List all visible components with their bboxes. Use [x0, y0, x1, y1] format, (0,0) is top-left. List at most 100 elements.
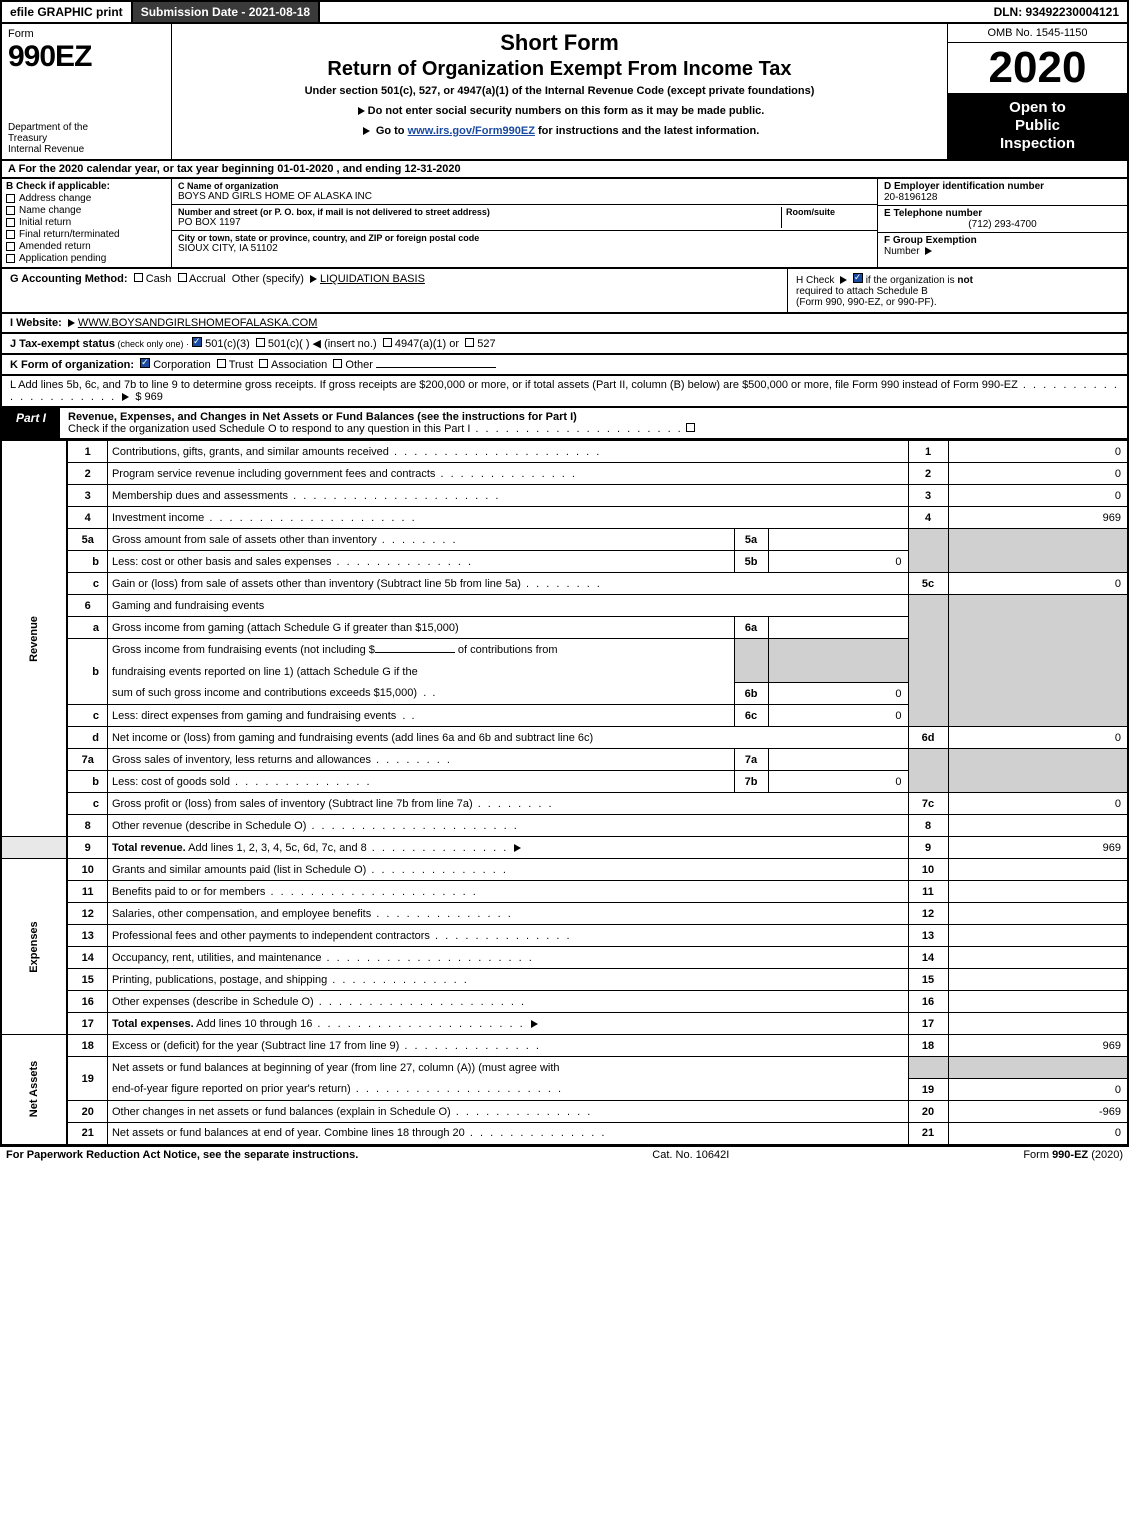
chk-schedule-o-part1[interactable] — [686, 423, 695, 432]
triangle-icon — [531, 1020, 538, 1028]
line-19a: 19 Net assets or fund balances at beginn… — [1, 1057, 1128, 1079]
amt-6a — [768, 617, 908, 639]
chk-501c3[interactable] — [192, 337, 202, 347]
org-city: SIOUX CITY, IA 51102 — [178, 243, 871, 254]
chk-corporation[interactable] — [140, 358, 150, 368]
h-schedule-b: H Check if the organization is not requi… — [787, 269, 1127, 312]
line-15: 15 Printing, publications, postage, and … — [1, 969, 1128, 991]
amt-21: 0 — [948, 1123, 1128, 1145]
b-label: B Check if applicable: — [6, 181, 167, 192]
f-group-number: Number — [884, 246, 920, 257]
line-12: 12 Salaries, other compensation, and emp… — [1, 903, 1128, 925]
amt-7a — [768, 749, 908, 771]
amt-11 — [948, 881, 1128, 903]
dept-block: Department of the Treasury Internal Reve… — [8, 122, 165, 155]
omb-number: OMB No. 1545-1150 — [948, 24, 1127, 43]
triangle-icon — [122, 393, 129, 401]
chk-trust[interactable] — [217, 359, 226, 368]
form-number: 990EZ — [8, 40, 165, 74]
amt-2: 0 — [948, 463, 1128, 485]
form-header: Form 990EZ Department of the Treasury In… — [0, 24, 1129, 161]
chk-accrual[interactable] — [178, 273, 187, 282]
chk-4947[interactable] — [383, 338, 392, 347]
line-4: 4 Investment income 4 969 — [1, 507, 1128, 529]
amt-6d: 0 — [948, 727, 1128, 749]
amt-4: 969 — [948, 507, 1128, 529]
triangle-icon — [363, 127, 370, 135]
amt-20: -969 — [948, 1101, 1128, 1123]
triangle-icon — [925, 247, 932, 255]
line-6b-desc3: fundraising events reported on line 1) (… — [107, 661, 734, 683]
amt-7b: 0 — [768, 771, 908, 793]
line-16: 16 Other expenses (describe in Schedule … — [1, 991, 1128, 1013]
chk-527[interactable] — [465, 338, 474, 347]
header-center: Short Form Return of Organization Exempt… — [172, 24, 947, 159]
amt-19: 0 — [948, 1079, 1128, 1101]
chk-501c[interactable] — [256, 338, 265, 347]
triangle-icon — [358, 107, 365, 115]
k-form-of-org: K Form of organization: Corporation Trus… — [0, 355, 1129, 376]
line-7c: c Gross profit or (loss) from sales of i… — [1, 793, 1128, 815]
chk-amended-return[interactable]: Amended return — [6, 241, 167, 252]
amt-7c: 0 — [948, 793, 1128, 815]
line-17: 17 Total expenses. Add lines 10 through … — [1, 1013, 1128, 1035]
submission-date: Submission Date - 2021-08-18 — [133, 2, 320, 22]
d-ein-label: D Employer identification number — [884, 181, 1121, 192]
triangle-icon — [514, 844, 521, 852]
org-name: BOYS AND GIRLS HOME OF ALASKA INC — [178, 191, 871, 202]
part-1-header: Part I Revenue, Expenses, and Changes in… — [0, 408, 1129, 440]
ssn-warning: Do not enter social security numbers on … — [182, 105, 937, 117]
c-name-label: C Name of organization — [178, 181, 871, 191]
chk-final-return[interactable]: Final return/terminated — [6, 229, 167, 240]
j-tax-exempt: J Tax-exempt status (check only one) · 5… — [0, 334, 1129, 355]
chk-name-change[interactable]: Name change — [6, 205, 167, 216]
ein-value: 20-8196128 — [884, 192, 1121, 203]
line-6-desc: Gaming and fundraising events — [107, 595, 908, 617]
col-b-checkboxes: B Check if applicable: Address change Na… — [2, 179, 172, 267]
amt-6b: 0 — [768, 683, 908, 705]
open-public-box: Open to Public Inspection — [948, 93, 1127, 159]
top-bar: efile GRAPHIC print Submission Date - 20… — [0, 0, 1129, 24]
line-5c: c Gain or (loss) from sale of assets oth… — [1, 573, 1128, 595]
line-6d-desc: Net income or (loss) from gaming and fun… — [107, 727, 908, 749]
chk-initial-return[interactable]: Initial return — [6, 217, 167, 228]
accounting-other-value: LIQUIDATION BASIS — [320, 273, 425, 285]
amt-6c: 0 — [768, 705, 908, 727]
tax-year: 2020 — [948, 43, 1127, 93]
line-18: Net Assets 18 Excess or (deficit) for th… — [1, 1035, 1128, 1057]
title-short-form: Short Form — [182, 30, 937, 56]
part-1-table: Revenue 1 Contributions, gifts, grants, … — [0, 440, 1129, 1146]
line-14: 14 Occupancy, rent, utilities, and maint… — [1, 947, 1128, 969]
c-city-label: City or town, state or province, country… — [178, 233, 871, 243]
i-website: I Website: WWW.BOYSANDGIRLSHOMEOFALASKA.… — [0, 314, 1129, 334]
dept-line2: Treasury — [8, 133, 165, 144]
footer-right: Form 990-EZ (2020) — [1023, 1149, 1123, 1161]
dept-line3: Internal Revenue — [8, 144, 165, 155]
col-c-name-address: C Name of organization BOYS AND GIRLS HO… — [172, 179, 877, 267]
chk-application-pending[interactable]: Application pending — [6, 253, 167, 264]
chk-schedule-b-not-required[interactable] — [853, 273, 863, 283]
topbar-spacer — [320, 2, 985, 22]
irs-link[interactable]: www.irs.gov/Form990EZ — [408, 125, 535, 137]
line-6: 6 Gaming and fundraising events — [1, 595, 1128, 617]
line-5a: 5a Gross amount from sale of assets othe… — [1, 529, 1128, 551]
amt-18: 969 — [948, 1035, 1128, 1057]
side-revenue: Revenue — [1, 441, 67, 837]
row-a-tax-year: A For the 2020 calendar year, or tax yea… — [0, 161, 1129, 179]
e-tel-label: E Telephone number — [884, 208, 1121, 219]
triangle-icon — [310, 275, 317, 283]
section-g-h: G Accounting Method: Cash Accrual Other … — [0, 269, 1129, 314]
line-1: Revenue 1 Contributions, gifts, grants, … — [1, 441, 1128, 463]
chk-other-org[interactable] — [333, 359, 342, 368]
chk-cash[interactable] — [134, 273, 143, 282]
chk-address-change[interactable]: Address change — [6, 193, 167, 204]
tel-value: (712) 293-4700 — [884, 219, 1121, 230]
website-value: WWW.BOYSANDGIRLSHOMEOFALASKA.COM — [78, 317, 318, 329]
dln-label: DLN: 93492230004121 — [986, 2, 1127, 22]
goto-line: Go to www.irs.gov/Form990EZ for instruct… — [182, 125, 937, 137]
chk-association[interactable] — [259, 359, 268, 368]
amt-5c: 0 — [948, 573, 1128, 595]
section-identity: B Check if applicable: Address change Na… — [0, 179, 1129, 269]
part-1-tab: Part I — [2, 408, 60, 438]
line-19b: end-of-year figure reported on prior yea… — [1, 1079, 1128, 1101]
